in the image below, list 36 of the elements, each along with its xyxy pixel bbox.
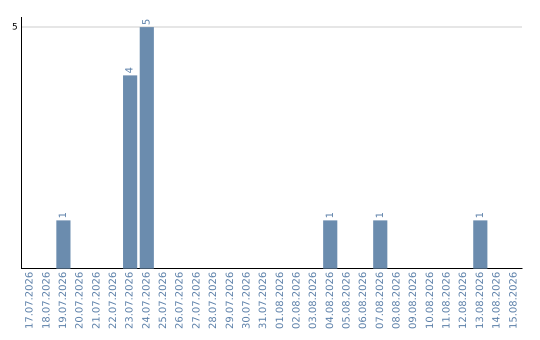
x-tick-label: 06.08.2026 <box>358 272 370 330</box>
x-tick-label: 08.08.2026 <box>392 272 403 330</box>
x-tick-label: 03.08.2026 <box>308 272 320 330</box>
x-tick-label: 30.07.2026 <box>241 272 252 330</box>
x-tick-label: 31.07.2026 <box>258 272 270 330</box>
x-tick-label: 20.07.2026 <box>74 272 86 330</box>
x-tick-label: 12.08.2026 <box>458 272 470 330</box>
x-tick-label: 28.07.2026 <box>208 272 220 330</box>
data-label: 5 <box>141 18 152 26</box>
data-label: 1 <box>58 212 70 218</box>
x-tick-label: 11.08.2026 <box>442 272 453 330</box>
x-tick-label: 22.07.2026 <box>108 272 120 330</box>
x-tick-label: 02.08.2026 <box>291 272 302 330</box>
x-tick-label: 24.07.2026 <box>141 272 152 330</box>
x-tick-label: 17.07.2026 <box>24 272 36 330</box>
data-label: 1 <box>474 212 486 218</box>
x-tick-label: 10.08.2026 <box>424 272 436 330</box>
x-tick-label: 25.07.2026 <box>158 272 170 330</box>
data-label: 1 <box>374 212 386 218</box>
x-tick-label: 29.07.2026 <box>224 272 236 330</box>
x-tick-label: 19.07.2026 <box>58 272 70 330</box>
x-tick-label: 18.07.2026 <box>41 272 52 330</box>
x-tick-label: 21.07.2026 <box>91 272 102 330</box>
x-tick-label: 15.08.2026 <box>508 272 520 330</box>
x-tick-label: 04.08.2026 <box>324 272 336 330</box>
data-label: 1 <box>324 212 336 218</box>
x-tick-label: 09.08.2026 <box>408 272 420 330</box>
x-tick-label: 27.07.2026 <box>191 272 202 330</box>
x-tick-label: 13.08.2026 <box>474 272 486 330</box>
x-tick-label: 01.08.2026 <box>274 272 286 330</box>
data-label: 4 <box>124 67 136 74</box>
x-tick-label: 14.08.2026 <box>492 272 503 330</box>
x-tick-label: 05.08.2026 <box>342 272 352 330</box>
x-tick-label: 26.07.2026 <box>174 272 186 330</box>
x-tick-label: 07.08.2026 <box>374 272 386 330</box>
x-tick-label: 23.07.2026 <box>124 272 136 330</box>
